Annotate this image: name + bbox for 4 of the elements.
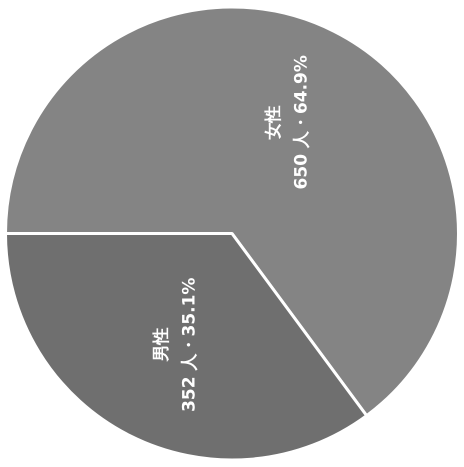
data-label: 352 人・35.1% — [179, 278, 200, 412]
slice-label: 女性 — [264, 105, 284, 140]
data-label: 650 人・64.9% — [292, 55, 312, 190]
slice-label: 男性 — [151, 328, 172, 363]
